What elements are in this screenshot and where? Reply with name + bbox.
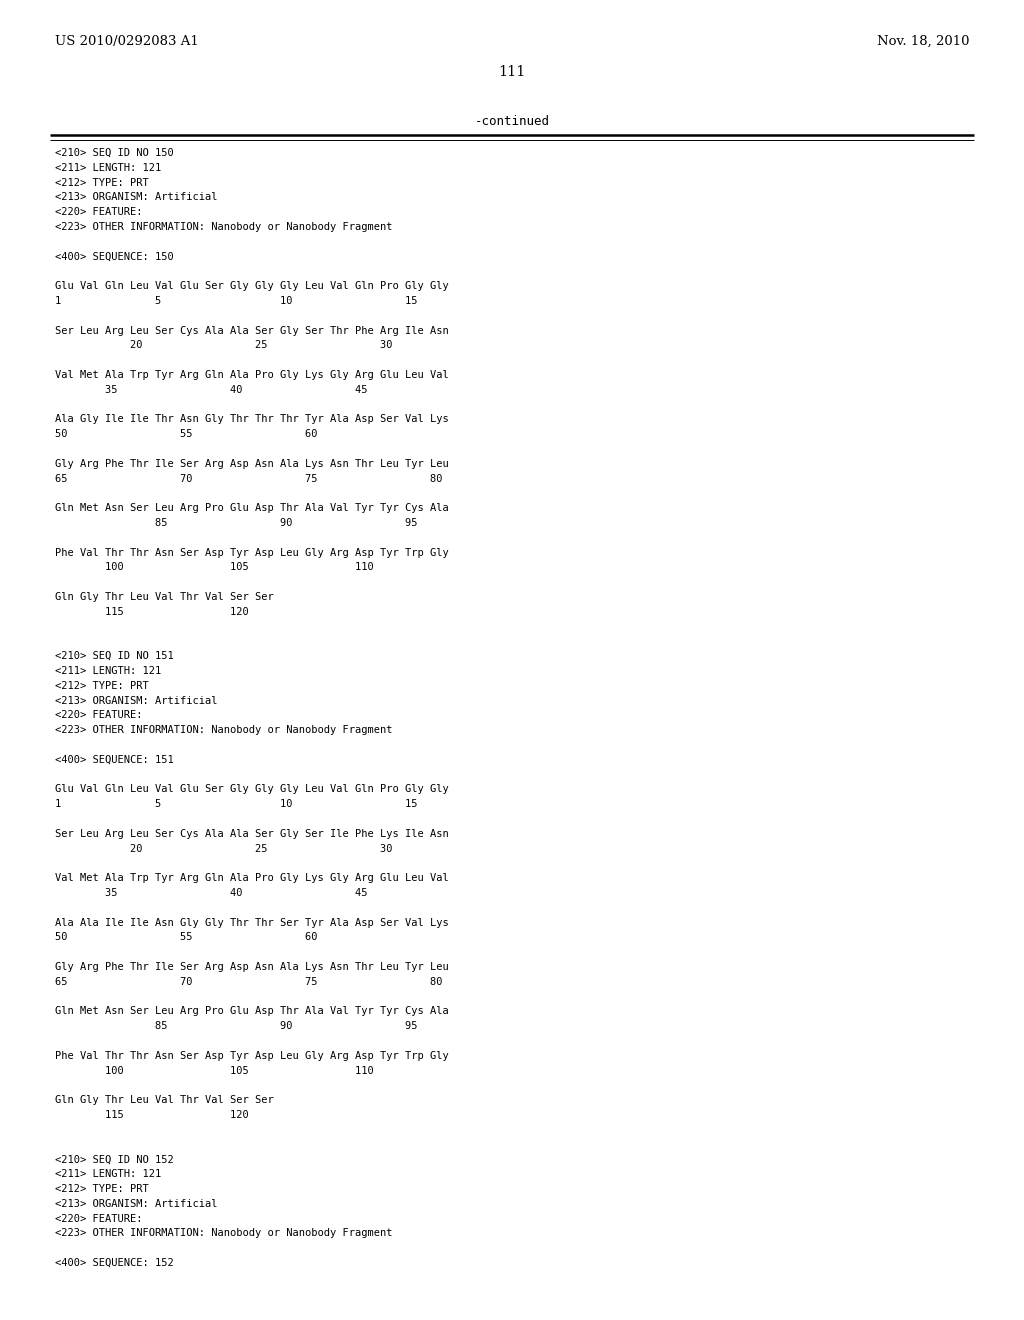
- Text: Gln Gly Thr Leu Val Thr Val Ser Ser: Gln Gly Thr Leu Val Thr Val Ser Ser: [55, 1096, 273, 1105]
- Text: Nov. 18, 2010: Nov. 18, 2010: [878, 36, 970, 48]
- Text: 20                  25                  30: 20 25 30: [55, 843, 392, 854]
- Text: <223> OTHER INFORMATION: Nanobody or Nanobody Fragment: <223> OTHER INFORMATION: Nanobody or Nan…: [55, 1229, 392, 1238]
- Text: 65                  70                  75                  80: 65 70 75 80: [55, 977, 442, 987]
- Text: -continued: -continued: [474, 115, 550, 128]
- Text: <220> FEATURE:: <220> FEATURE:: [55, 207, 142, 218]
- Text: 35                  40                  45: 35 40 45: [55, 385, 368, 395]
- Text: 100                 105                 110: 100 105 110: [55, 562, 374, 573]
- Text: US 2010/0292083 A1: US 2010/0292083 A1: [55, 36, 199, 48]
- Text: 20                  25                  30: 20 25 30: [55, 341, 392, 350]
- Text: <213> ORGANISM: Artificial: <213> ORGANISM: Artificial: [55, 1199, 217, 1209]
- Text: 50                  55                  60: 50 55 60: [55, 932, 317, 942]
- Text: Ser Leu Arg Leu Ser Cys Ala Ala Ser Gly Ser Thr Phe Arg Ile Asn: Ser Leu Arg Leu Ser Cys Ala Ala Ser Gly …: [55, 326, 449, 335]
- Text: Glu Val Gln Leu Val Glu Ser Gly Gly Gly Leu Val Gln Pro Gly Gly: Glu Val Gln Leu Val Glu Ser Gly Gly Gly …: [55, 281, 449, 292]
- Text: Glu Val Gln Leu Val Glu Ser Gly Gly Gly Leu Val Gln Pro Gly Gly: Glu Val Gln Leu Val Glu Ser Gly Gly Gly …: [55, 784, 449, 795]
- Text: <211> LENGTH: 121: <211> LENGTH: 121: [55, 667, 161, 676]
- Text: <212> TYPE: PRT: <212> TYPE: PRT: [55, 178, 148, 187]
- Text: Gly Arg Phe Thr Ile Ser Arg Asp Asn Ala Lys Asn Thr Leu Tyr Leu: Gly Arg Phe Thr Ile Ser Arg Asp Asn Ala …: [55, 459, 449, 469]
- Text: 115                 120: 115 120: [55, 1110, 249, 1119]
- Text: 100                 105                 110: 100 105 110: [55, 1065, 374, 1076]
- Text: 1               5                   10                  15: 1 5 10 15: [55, 296, 418, 306]
- Text: Gln Met Asn Ser Leu Arg Pro Glu Asp Thr Ala Val Tyr Tyr Cys Ala: Gln Met Asn Ser Leu Arg Pro Glu Asp Thr …: [55, 503, 449, 513]
- Text: <400> SEQUENCE: 151: <400> SEQUENCE: 151: [55, 755, 174, 764]
- Text: Ala Gly Ile Ile Thr Asn Gly Thr Thr Thr Tyr Ala Asp Ser Val Lys: Ala Gly Ile Ile Thr Asn Gly Thr Thr Thr …: [55, 414, 449, 425]
- Text: <211> LENGTH: 121: <211> LENGTH: 121: [55, 162, 161, 173]
- Text: Gly Arg Phe Thr Ile Ser Arg Asp Asn Ala Lys Asn Thr Leu Tyr Leu: Gly Arg Phe Thr Ile Ser Arg Asp Asn Ala …: [55, 962, 449, 972]
- Text: <213> ORGANISM: Artificial: <213> ORGANISM: Artificial: [55, 696, 217, 706]
- Text: <211> LENGTH: 121: <211> LENGTH: 121: [55, 1170, 161, 1179]
- Text: Phe Val Thr Thr Asn Ser Asp Tyr Asp Leu Gly Arg Asp Tyr Trp Gly: Phe Val Thr Thr Asn Ser Asp Tyr Asp Leu …: [55, 548, 449, 557]
- Text: <223> OTHER INFORMATION: Nanobody or Nanobody Fragment: <223> OTHER INFORMATION: Nanobody or Nan…: [55, 725, 392, 735]
- Text: 50                  55                  60: 50 55 60: [55, 429, 317, 440]
- Text: <220> FEATURE:: <220> FEATURE:: [55, 1213, 142, 1224]
- Text: 85                  90                  95: 85 90 95: [55, 517, 418, 528]
- Text: Val Met Ala Trp Tyr Arg Gln Ala Pro Gly Lys Gly Arg Glu Leu Val: Val Met Ala Trp Tyr Arg Gln Ala Pro Gly …: [55, 874, 449, 883]
- Text: <210> SEQ ID NO 150: <210> SEQ ID NO 150: [55, 148, 174, 158]
- Text: Gln Gly Thr Leu Val Thr Val Ser Ser: Gln Gly Thr Leu Val Thr Val Ser Ser: [55, 591, 273, 602]
- Text: Ser Leu Arg Leu Ser Cys Ala Ala Ser Gly Ser Ile Phe Lys Ile Asn: Ser Leu Arg Leu Ser Cys Ala Ala Ser Gly …: [55, 829, 449, 838]
- Text: <223> OTHER INFORMATION: Nanobody or Nanobody Fragment: <223> OTHER INFORMATION: Nanobody or Nan…: [55, 222, 392, 232]
- Text: <400> SEQUENCE: 152: <400> SEQUENCE: 152: [55, 1258, 174, 1269]
- Text: 35                  40                  45: 35 40 45: [55, 888, 368, 898]
- Text: Phe Val Thr Thr Asn Ser Asp Tyr Asp Leu Gly Arg Asp Tyr Trp Gly: Phe Val Thr Thr Asn Ser Asp Tyr Asp Leu …: [55, 1051, 449, 1061]
- Text: 65                  70                  75                  80: 65 70 75 80: [55, 474, 442, 483]
- Text: <400> SEQUENCE: 150: <400> SEQUENCE: 150: [55, 252, 174, 261]
- Text: Gln Met Asn Ser Leu Arg Pro Glu Asp Thr Ala Val Tyr Tyr Cys Ala: Gln Met Asn Ser Leu Arg Pro Glu Asp Thr …: [55, 1006, 449, 1016]
- Text: <213> ORGANISM: Artificial: <213> ORGANISM: Artificial: [55, 193, 217, 202]
- Text: <210> SEQ ID NO 152: <210> SEQ ID NO 152: [55, 1155, 174, 1164]
- Text: <212> TYPE: PRT: <212> TYPE: PRT: [55, 1184, 148, 1195]
- Text: <210> SEQ ID NO 151: <210> SEQ ID NO 151: [55, 651, 174, 661]
- Text: 85                  90                  95: 85 90 95: [55, 1022, 418, 1031]
- Text: <220> FEATURE:: <220> FEATURE:: [55, 710, 142, 721]
- Text: Val Met Ala Trp Tyr Arg Gln Ala Pro Gly Lys Gly Arg Glu Leu Val: Val Met Ala Trp Tyr Arg Gln Ala Pro Gly …: [55, 370, 449, 380]
- Text: 1               5                   10                  15: 1 5 10 15: [55, 799, 418, 809]
- Text: <212> TYPE: PRT: <212> TYPE: PRT: [55, 681, 148, 690]
- Text: 111: 111: [499, 65, 525, 79]
- Text: 115                 120: 115 120: [55, 607, 249, 616]
- Text: Ala Ala Ile Ile Asn Gly Gly Thr Thr Ser Tyr Ala Asp Ser Val Lys: Ala Ala Ile Ile Asn Gly Gly Thr Thr Ser …: [55, 917, 449, 928]
